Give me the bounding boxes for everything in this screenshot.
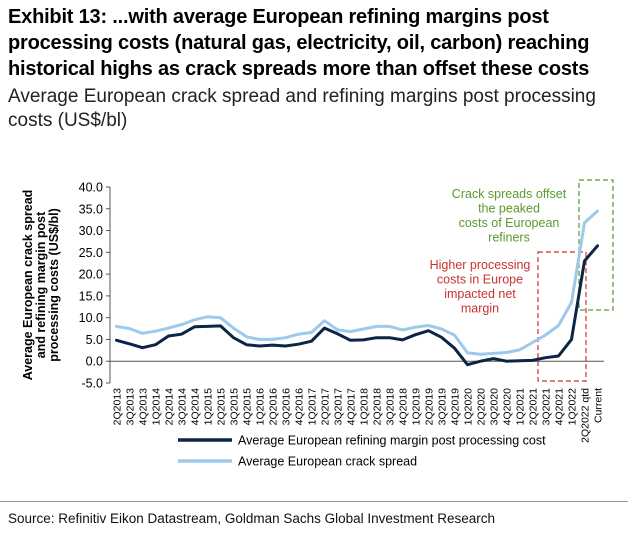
x-tick-label: 4Q2016 (294, 388, 306, 426)
x-tick-label: 1Q2014 (151, 388, 163, 426)
x-tick-label: 2Q2022 qtd (580, 388, 592, 443)
x-tick-label: 1Q2016 (255, 388, 267, 426)
x-tick-label: 4Q2017 (346, 388, 358, 426)
x-tick-label: 3Q2013 (125, 388, 137, 426)
x-tick-label: 4Q2019 (450, 388, 462, 426)
x-tick-label: 1Q2017 (307, 388, 319, 426)
x-tick-label: 3Q2017 (333, 388, 345, 426)
y-tick-label: 15.0 (79, 289, 103, 303)
x-tick-label: 3Q2019 (437, 388, 449, 426)
x-tick-label: 3Q2021 (541, 388, 553, 426)
legend: Average European refining margin post pr… (178, 434, 546, 469)
y-tick-label: 30.0 (79, 224, 103, 238)
y-axis-title-line: processing costs (US$/bl) (47, 208, 61, 362)
x-tick-label: Current (593, 388, 605, 423)
x-tick-label: 3Q2014 (177, 388, 189, 426)
x-axis: 2Q2013 3Q2013 4Q2013 1Q2014 2Q2014 3Q2014 4Q20… (110, 360, 605, 443)
annotation-green-line: refiners (488, 231, 530, 245)
x-tick-label: 3Q2016 (281, 388, 293, 426)
annotation-boxes (537, 179, 614, 382)
annotation-green-line: Crack spreads offset (452, 187, 567, 201)
x-tick-label: 1Q2015 (203, 388, 215, 426)
x-tick-label: 2Q2013 (112, 388, 124, 426)
y-tick-label: 40.0 (79, 181, 103, 195)
annotation-red-line: impacted net (444, 287, 516, 301)
source-divider (0, 501, 628, 502)
y-axis-title-line: and refining margin post (34, 211, 48, 358)
x-tick-label: 1Q2019 (411, 388, 423, 426)
y-tick-label: 25.0 (79, 246, 103, 260)
y-tick-label: 20.0 (79, 268, 103, 282)
annotation-red-line: costs in Europe (437, 273, 523, 287)
y-axis-title: Average European crack spread and refinin… (21, 190, 61, 381)
x-tick-label: 4Q2013 (138, 388, 150, 426)
legend-label-crack-spread: Average European crack spread (238, 455, 417, 469)
x-tick-label: 2Q2018 (372, 388, 384, 426)
x-tick-label: 1Q2020 (463, 388, 475, 426)
x-tick-label: 2Q2017 (320, 388, 332, 426)
y-tick-label: -5.0 (81, 377, 103, 391)
series-line-refining-margin (115, 244, 599, 367)
x-tick-label: 4Q2021 (554, 388, 566, 426)
annotation-green-line: costs of European (459, 216, 560, 230)
x-tick-label: 4Q2014 (190, 388, 202, 426)
exhibit-title: Exhibit 13: ...with average European ref… (8, 6, 590, 80)
x-tick-label: 2Q2014 (164, 388, 176, 426)
source-note: Source: Refinitiv Eikon Datastream, Gold… (8, 511, 495, 526)
x-tick-label: 2Q2016 (268, 388, 280, 426)
annotation-box-red (537, 251, 587, 382)
series-lines (115, 209, 599, 367)
exhibit-subtitle: Average European crack spread and refini… (8, 86, 596, 131)
annotation-box-green (578, 179, 614, 311)
legend-label-refining-margin: Average European refining margin post pr… (238, 434, 546, 448)
y-tick-label: 5.0 (86, 333, 103, 347)
x-tick-label: 1Q2021 (515, 388, 527, 426)
x-tick-label: 4Q2018 (398, 388, 410, 426)
annotation-red-line: margin (461, 302, 499, 316)
x-tick-label: 4Q2015 (242, 388, 254, 426)
y-axis-title-line: Average European crack spread (21, 190, 35, 381)
x-tick-label: 4Q2020 (502, 388, 514, 426)
annotation-red-line: Higher processing (430, 258, 531, 272)
series-line-crack-spread (115, 209, 599, 356)
y-axis: -5.0 0.0 5.0 10.0 15.0 20.0 25.0 30.0 35.0 40.0 (79, 181, 111, 391)
x-tick-label: 3Q2018 (385, 388, 397, 426)
y-tick-label: 35.0 (79, 202, 103, 216)
x-tick-label: 2Q2021 (528, 388, 540, 426)
x-tick-label: 2Q2015 (216, 388, 228, 426)
x-tick-label: 3Q2015 (229, 388, 241, 426)
x-tick-label: 1Q2022 (567, 388, 579, 426)
y-tick-label: 0.0 (86, 355, 103, 369)
x-tick-label: 2Q2020 (476, 388, 488, 426)
x-tick-label: 3Q2020 (489, 388, 501, 426)
x-tick-label: 2Q2019 (424, 388, 436, 426)
x-tick-label: 1Q2018 (359, 388, 371, 426)
annotation-green-line: the peaked (478, 202, 540, 216)
y-tick-label: 10.0 (79, 311, 103, 325)
